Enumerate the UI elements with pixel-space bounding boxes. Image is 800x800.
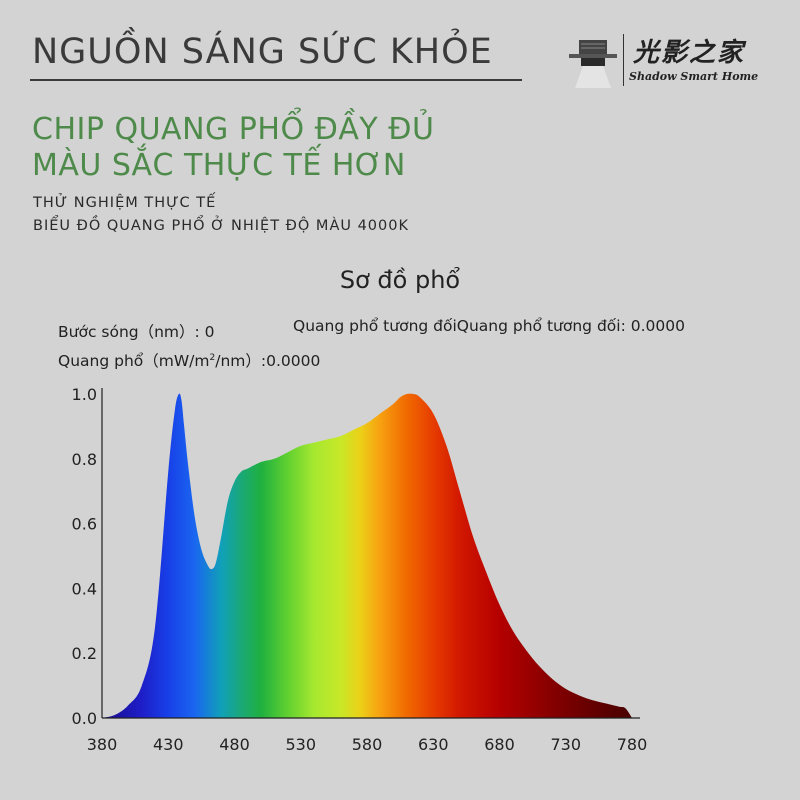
x-tick-label-530: 530 (285, 735, 316, 754)
x-tick-label-680: 680 (484, 735, 515, 754)
downlight-icon (569, 40, 617, 88)
spectrum-readout: Quang phổ（mW/m2/nm）:0.0000 (58, 349, 320, 371)
headline-line-2: MÀU SẮC THỰC TẾ HƠN (32, 148, 406, 183)
x-tick-label-480: 480 (219, 735, 250, 754)
wavelength-readout: Bước sóng（nm）: 0 (58, 323, 215, 341)
title-underline (30, 79, 522, 81)
y-tick-label-0-8: 0.8 (72, 450, 97, 469)
x-tick-label-580: 580 (352, 735, 383, 754)
chart-title: Sơ đồ phổ (339, 266, 461, 294)
spectrum-readout-sup: 2 (209, 352, 216, 363)
logo-chinese-text: 光影之家 (633, 38, 746, 68)
y-tick-label-0-4: 0.4 (72, 579, 97, 598)
spectrum-readout-suffix: /nm）:0.0000 (215, 352, 321, 370)
y-tick-label-0-2: 0.2 (72, 644, 97, 663)
x-tick-label-730: 730 (550, 735, 581, 754)
logo-divider (623, 34, 624, 86)
relative-spectrum-readout: Quang phổ tương đốiQuang phổ tương đối: … (293, 317, 685, 335)
page-title: NGUỒN SÁNG SỨC KHỎE (32, 32, 493, 72)
x-tick-label-380: 380 (87, 735, 118, 754)
x-tick-label-780: 780 (617, 735, 648, 754)
headline-line-1: CHIP QUANG PHỔ ĐẦY ĐỦ (32, 112, 435, 147)
spectrum-area-fill (102, 393, 632, 718)
x-tick-label-630: 630 (418, 735, 449, 754)
brand-logo: 光影之家 Shadow Smart Home (565, 30, 775, 90)
logo-english-text: Shadow Smart Home (629, 70, 759, 83)
y-tick-label-0-0: 0.0 (72, 709, 97, 728)
x-tick-label-430: 430 (153, 735, 184, 754)
subtitle-line-1: THỬ NGHIỆM THỰC TẾ (33, 195, 217, 211)
spectrum-readout-prefix: Quang phổ（mW/m (58, 352, 210, 370)
y-tick-label-0-6: 0.6 (72, 515, 97, 534)
subtitle-line-2: BIỂU ĐỒ QUANG PHỔ Ở NHIỆT ĐỘ MÀU 4000K (33, 218, 409, 234)
y-tick-label-1-0: 1.0 (72, 385, 97, 404)
